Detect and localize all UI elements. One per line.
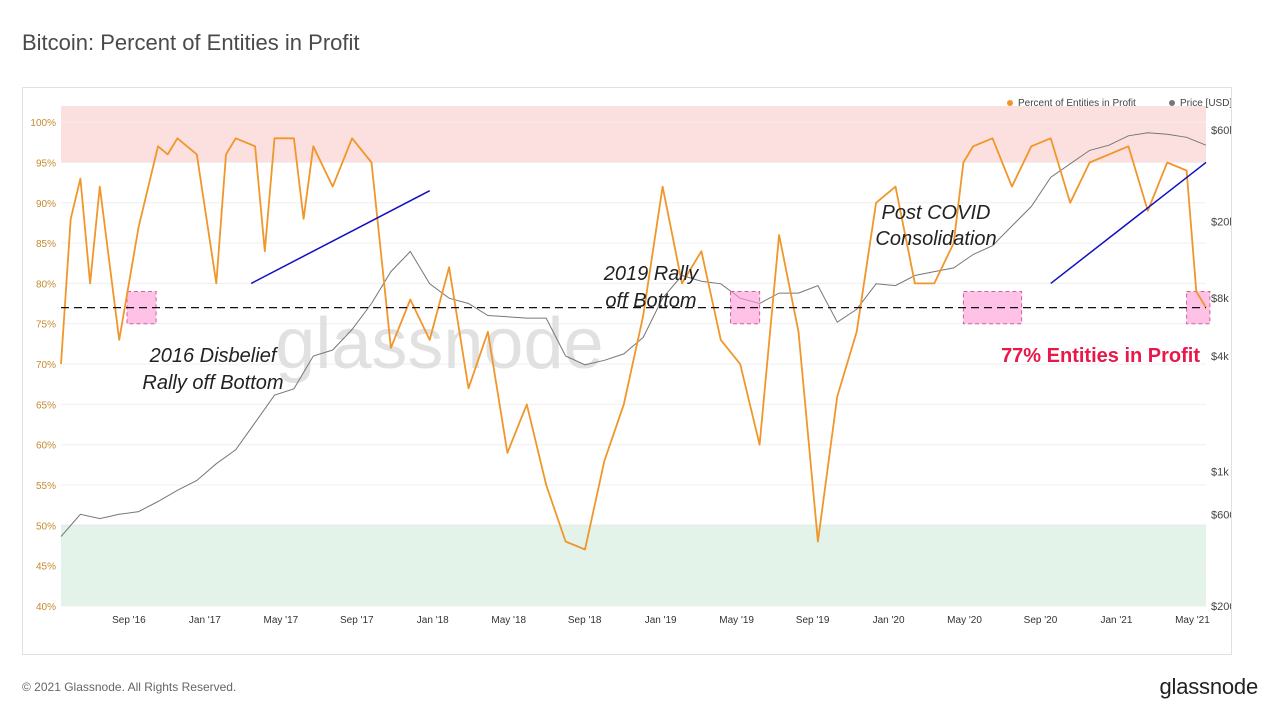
x-tick-label: Jan '18 (417, 615, 449, 626)
x-tick-label: May '19 (719, 615, 754, 626)
page-title: Bitcoin: Percent of Entities in Profit (22, 30, 360, 55)
y-right-tick-label: $60k (1211, 125, 1231, 137)
y-right-tick-label: $4k (1211, 351, 1229, 363)
y-tick-label: 65% (36, 400, 56, 411)
x-tick-label: Sep '20 (1024, 615, 1058, 626)
trend-line-2017 (250, 190, 431, 285)
x-tick-label: May '18 (491, 615, 526, 626)
watermark: glassnode (275, 304, 603, 384)
y-right-tick-label: $200 (1211, 601, 1231, 613)
annotation-text: 2019 Rally (603, 263, 700, 285)
chart: 40% 45% 50% 55% 60% 65% 70% 75% 80% 85% 90% 95% 100%… (30, 98, 1231, 626)
copyright-footer: © 2021 Glassnode. All Rights Reserved. (22, 680, 237, 694)
y-right-tick-label: $20k (1211, 217, 1231, 229)
y-tick-label: 55% (36, 481, 56, 492)
annotation-text: Rally off Bottom (142, 372, 283, 394)
y-tick-label: 70% (36, 360, 56, 371)
annotation-text: 2016 Disbelief (149, 345, 279, 367)
y-tick-label: 85% (36, 239, 56, 250)
x-tick-label: May '20 (947, 615, 982, 626)
y-tick-label: 90% (36, 199, 56, 210)
price-line (60, 132, 1207, 537)
x-tick-label: Jan '20 (873, 615, 905, 626)
y-tick-label: 75% (36, 320, 56, 331)
x-tick-label: Sep '19 (796, 615, 830, 626)
y-right-tick-label: $1k (1211, 467, 1229, 479)
annotation-text: Post COVID (882, 202, 991, 224)
x-tick-label: May '21 (1175, 615, 1210, 626)
y-right-tick-label: $600 (1211, 509, 1231, 521)
y-tick-label: 95% (36, 158, 56, 169)
y-tick-label: 40% (36, 602, 56, 613)
annotation-text: off Bottom (605, 290, 696, 312)
y-tick-label: 100% (30, 118, 56, 129)
legend-label: Price [USD] (1180, 98, 1231, 109)
y-tick-label: 50% (36, 521, 56, 532)
y-right-tick-label: $8k (1211, 293, 1229, 305)
annotation-text: Consolidation (875, 228, 996, 250)
x-tick-label: Sep '16 (112, 615, 146, 626)
y-tick-label: 60% (36, 441, 56, 452)
x-tick-label: May '17 (263, 615, 298, 626)
x-tick-label: Sep '18 (568, 615, 602, 626)
brand-logo: glassnode (1159, 674, 1259, 699)
chart-frame: 40% 45% 50% 55% 60% 65% 70% 75% 80% 85% 90% 95% 100%… (22, 87, 1232, 655)
y-tick-label: 80% (36, 279, 56, 290)
x-tick-label: Jan '21 (1100, 615, 1132, 626)
x-tick-label: Jan '17 (189, 615, 221, 626)
profit-line (60, 137, 1207, 551)
x-tick-label: Sep '17 (340, 615, 374, 626)
legend-marker (1169, 100, 1175, 106)
x-tick-label: Jan '19 (645, 615, 677, 626)
euphoria-band (61, 106, 1206, 163)
annotation-text-77: 77% Entities in Profit (1001, 345, 1200, 367)
y-tick-label: 45% (36, 562, 56, 573)
legend-marker (1007, 100, 1013, 106)
trend-line-2021 (1050, 161, 1207, 285)
legend-label: Percent of Entities in Profit (1018, 98, 1136, 109)
